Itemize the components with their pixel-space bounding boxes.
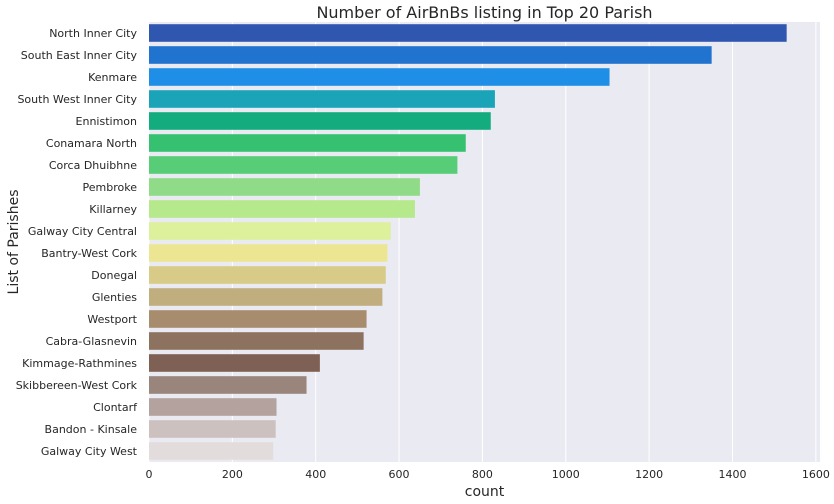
bar (149, 398, 277, 416)
bar (149, 288, 383, 306)
y-tick-label: Bandon - Kinsale (45, 423, 138, 436)
x-tick-label: 600 (389, 468, 410, 481)
bar (149, 24, 787, 42)
x-tick-label: 800 (472, 468, 493, 481)
bar (149, 442, 274, 460)
x-tick-label: 1400 (718, 468, 746, 481)
bar (149, 420, 276, 438)
bar (149, 354, 320, 372)
y-tick-label: Skibbereen-West Cork (16, 379, 138, 392)
y-tick-label: Bantry-West Cork (41, 247, 137, 260)
bar (149, 68, 610, 86)
y-tick-label: Cabra-Glasnevin (46, 335, 137, 348)
y-tick-label: South East Inner City (21, 49, 138, 62)
y-tick-label: Pembroke (83, 181, 138, 194)
bar (149, 266, 386, 284)
x-tick-label: 400 (305, 468, 326, 481)
y-tick-label: Westport (87, 313, 137, 326)
y-tick-label: Kenmare (88, 71, 137, 84)
y-tick-labels: North Inner City South East Inner City Ken… (16, 27, 138, 458)
x-axis-title: count (465, 484, 505, 500)
plot-background (149, 22, 820, 462)
bar (149, 112, 491, 130)
bar (149, 90, 495, 108)
y-tick-label: North Inner City (49, 27, 137, 40)
bar (149, 376, 307, 394)
bar (149, 178, 420, 196)
x-tick-labels: 0 200 400 600 800 1000 1200 1400 1600 (146, 468, 830, 481)
y-tick-label: Galway City West (41, 445, 138, 458)
bar (149, 222, 391, 240)
bar (149, 134, 466, 152)
y-tick-label: Killarney (89, 203, 137, 216)
y-tick-label: Glenties (92, 291, 137, 304)
x-tick-label: 1600 (802, 468, 830, 481)
y-tick-label: South West Inner City (17, 93, 137, 106)
y-tick-label: Ennistimon (76, 115, 137, 128)
x-tick-label: 0 (146, 468, 153, 481)
y-tick-label: Kimmage-Rathmines (22, 357, 137, 370)
x-tick-label: 200 (222, 468, 243, 481)
bar (149, 156, 458, 174)
x-tick-label: 1000 (552, 468, 580, 481)
bar (149, 244, 388, 262)
y-tick-label: Conamara North (46, 137, 137, 150)
bar (149, 332, 364, 350)
bar (149, 200, 415, 218)
y-tick-label: Clontarf (93, 401, 138, 414)
y-tick-label: Galway City Central (28, 225, 137, 238)
y-tick-label: Donegal (91, 269, 137, 282)
bars (149, 24, 787, 460)
bar (149, 46, 712, 64)
y-axis-title: List of Parishes (6, 190, 22, 295)
bar (149, 310, 367, 328)
chart-title: Number of AirBnBs listing in Top 20 Pari… (316, 3, 652, 22)
y-tick-label: Corca Dhuibhne (49, 159, 137, 172)
x-tick-label: 1200 (635, 468, 663, 481)
